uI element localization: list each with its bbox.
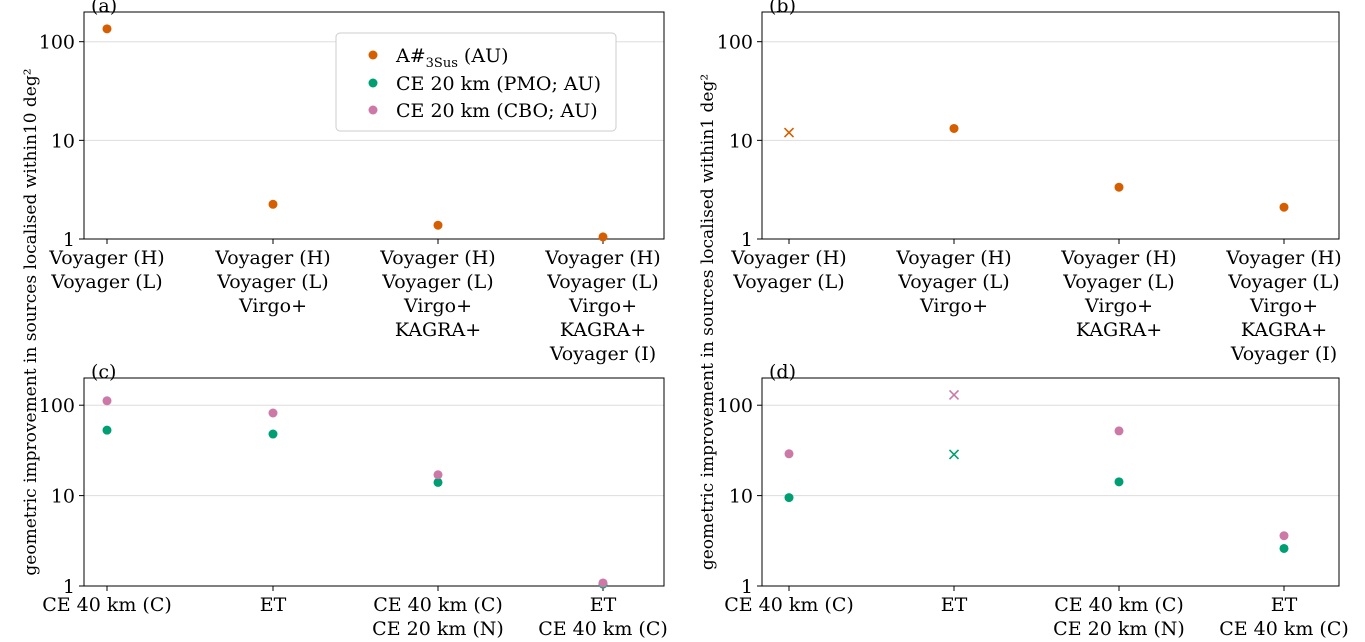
y-tick-label: 10	[51, 130, 75, 152]
x-tick-label: Virgo+	[568, 295, 637, 317]
y-tick-label: 100	[39, 32, 75, 54]
data-point-x-marker	[948, 389, 960, 400]
x-tick-label: Voyager (L)	[1062, 271, 1174, 293]
x-tick-label: ET	[260, 594, 287, 616]
x-tick-label: Voyager (L)	[546, 271, 658, 293]
y-tick-label: 100	[39, 395, 75, 417]
panel-label-a: (a)	[91, 0, 117, 17]
y-tick-label: 100	[717, 395, 753, 417]
x-tick-label: CE 20 km (N)	[372, 618, 504, 640]
x-tick-label: Virgo+	[919, 295, 988, 317]
y-tick-label: 1	[741, 229, 753, 251]
y-tick-label: 1	[741, 576, 753, 598]
x-tick-label: Voyager (L)	[216, 271, 328, 293]
y-tick-label: 100	[717, 32, 753, 54]
data-point	[1114, 477, 1124, 487]
legend-label-a-sharp: A#3Sus (AU)	[395, 45, 509, 71]
x-tick-label: Voyager (L)	[381, 271, 493, 293]
plot-frame	[83, 377, 665, 587]
x-tick-label: Voyager (H)	[1060, 247, 1176, 269]
data-point	[1279, 531, 1289, 541]
x-tick-label: Voyager (L)	[1227, 271, 1339, 293]
x-tick-label: KAGRA+	[395, 319, 481, 341]
plot-frame	[83, 11, 665, 240]
x-tick-label: Voyager (L)	[897, 271, 1009, 293]
x-tick-label: CE 40 km (C)	[42, 594, 172, 616]
x-tick-label: ET	[590, 594, 617, 616]
x-tick-label: ET	[941, 594, 968, 616]
x-tick-label: Voyager (I)	[1230, 343, 1337, 365]
x-tick-label: Voyager (H)	[214, 247, 330, 269]
data-point	[1279, 202, 1289, 212]
x-tick-label: CE 20 km (N)	[1053, 618, 1185, 640]
y-tick-label: 1	[63, 576, 75, 598]
data-point	[433, 477, 443, 487]
y-axis-label-left: geometric improvement in sources localis…	[21, 68, 41, 575]
x-tick-label: KAGRA+	[560, 319, 646, 341]
y-tick-label: 10	[51, 486, 75, 508]
x-tick-label: CE 40 km (C)	[538, 618, 668, 640]
panel-label-d: (d)	[769, 361, 796, 383]
x-tick-label: KAGRA+	[1076, 319, 1162, 341]
x-tick-label: CE 40 km (C)	[373, 594, 503, 616]
x-tick-label: Virgo+	[1249, 295, 1318, 317]
plot-frame	[761, 377, 1340, 587]
x-tick-label: Virgo+	[1084, 295, 1153, 317]
data-point	[598, 578, 608, 588]
panel-label-b: (b)	[769, 0, 796, 17]
x-tick-label: Voyager (H)	[379, 247, 495, 269]
data-point	[102, 425, 112, 435]
legend-box	[335, 32, 617, 132]
legend-label-ce-pmo: CE 20 km (PMO; AU)	[396, 73, 601, 95]
x-tick-label: Voyager (H)	[48, 247, 164, 269]
x-tick-label: Voyager (H)	[1225, 247, 1341, 269]
x-tick-label: CE 40 km (C)	[1054, 594, 1184, 616]
y-tick-label: 10	[729, 486, 753, 508]
x-tick-label: Voyager (H)	[730, 247, 846, 269]
y-tick-label: 1	[63, 229, 75, 251]
legend-marker-a-sharp	[368, 50, 378, 60]
x-tick-label: Voyager (H)	[544, 247, 660, 269]
y-tick-label: 10	[729, 130, 753, 152]
y-axis-label-right: geometric improvement in sources localis…	[698, 74, 718, 570]
x-tick-label: Virgo+	[403, 295, 472, 317]
panel-label-c: (c)	[91, 361, 116, 383]
legend-marker-ce-pmo	[368, 78, 378, 88]
plot-frame	[761, 11, 1340, 240]
data-point	[1114, 182, 1124, 192]
x-tick-label: Voyager (L)	[50, 271, 162, 293]
data-point	[598, 232, 608, 242]
x-tick-label: ET	[1271, 594, 1298, 616]
data-point-x-marker	[948, 449, 960, 460]
legend: A#3Sus (AU) CE 20 km (PMO; AU) CE 20 km …	[335, 32, 617, 132]
legend-marker-ce-cbo	[368, 105, 378, 115]
x-tick-label: CE 40 km (C)	[724, 594, 854, 616]
data-point	[1279, 543, 1289, 553]
x-tick-label: Voyager (I)	[549, 343, 656, 365]
data-point	[268, 429, 278, 439]
data-point	[949, 123, 959, 133]
data-point	[433, 470, 443, 480]
data-point	[268, 408, 278, 418]
data-point	[102, 24, 112, 34]
x-tick-label: KAGRA+	[1241, 319, 1327, 341]
data-point	[784, 493, 794, 503]
data-point	[268, 199, 278, 209]
legend-label-ce-cbo: CE 20 km (CBO; AU)	[396, 100, 598, 122]
x-tick-label: Virgo+	[238, 295, 307, 317]
data-point	[1114, 426, 1124, 436]
x-tick-label: CE 40 km (C)	[1219, 618, 1349, 640]
x-tick-label: Voyager (L)	[732, 271, 844, 293]
x-tick-label: Voyager (H)	[895, 247, 1011, 269]
data-point	[433, 220, 443, 230]
data-point	[784, 449, 794, 459]
data-point-x-marker	[783, 127, 795, 138]
data-point	[102, 396, 112, 406]
